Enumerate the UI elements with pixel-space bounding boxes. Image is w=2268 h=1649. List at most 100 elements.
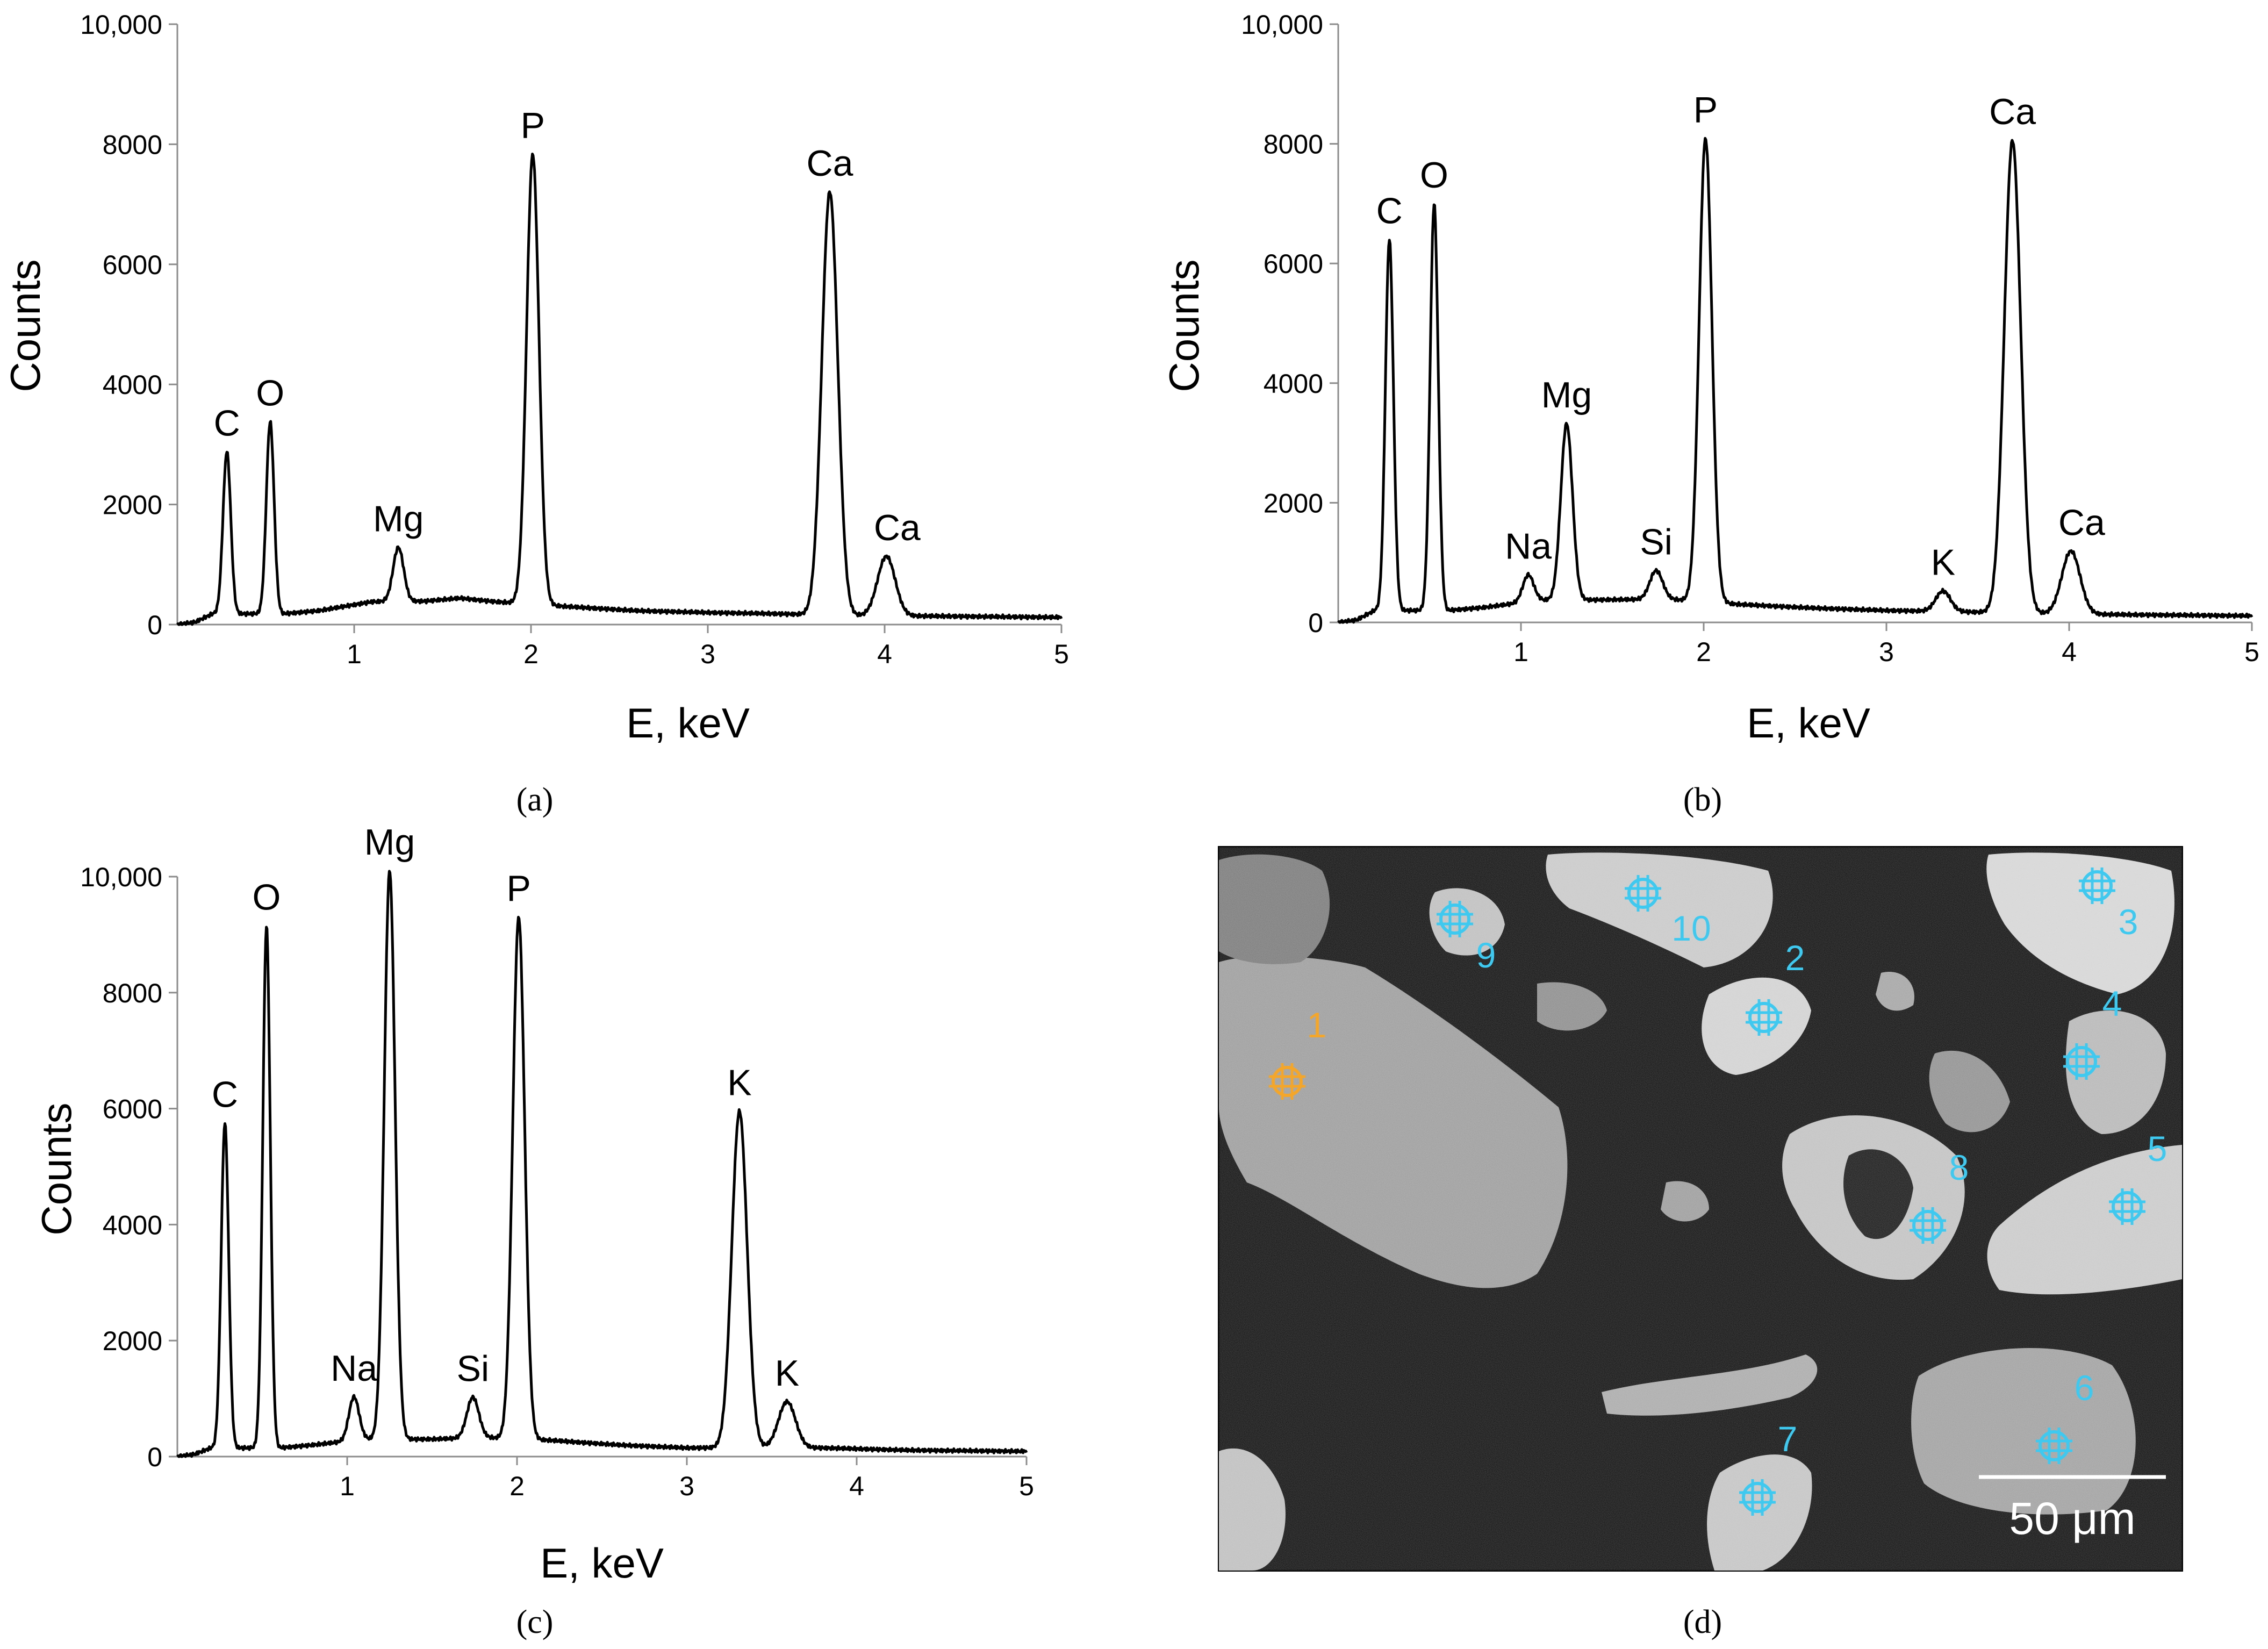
marker-circle <box>2112 1191 2143 1222</box>
analysis-point-6: 6 <box>2036 1368 2094 1464</box>
panel-c-spectrum-line <box>176 870 1028 1458</box>
peak-label-k: K <box>1931 542 1955 583</box>
peak-label-ca: Ca <box>807 143 853 184</box>
marker-circle <box>1439 904 1470 935</box>
panel-b-caption: (b) <box>1683 782 1722 818</box>
y-tick-label: 0 <box>1308 608 1323 638</box>
panel-b-x-axis-label: E, keV <box>1747 699 1870 747</box>
panel-c-y-axis-label: Counts <box>33 1102 80 1235</box>
peak-label-c: C <box>212 1074 238 1115</box>
peak-label-o: O <box>256 372 284 413</box>
panel-a-spectrum-line <box>176 153 1063 626</box>
sem-micrograph-panel: 1 2 3 4 5 6 7 8 9 10 50 μm (d) <box>1218 846 2183 1640</box>
peak-label-mg: Mg <box>364 822 415 863</box>
point-label: 5 <box>2148 1129 2167 1168</box>
peak-label-o: O <box>1420 155 1448 196</box>
analysis-point-1: 1 <box>1269 1005 1326 1100</box>
y-tick-label: 2000 <box>103 490 162 520</box>
x-tick-label: 1 <box>340 1471 355 1501</box>
y-tick-label: 4000 <box>103 1210 162 1240</box>
peak-label-k: K <box>775 1353 799 1394</box>
analysis-point-8: 8 <box>1910 1148 1969 1244</box>
analysis-point-3: 3 <box>2079 867 2138 942</box>
spectrum-panel-c: 0 2000 4000 6000 8000 10,000 1 2 3 4 5 C O Na Mg Si P K K… <box>33 822 1034 1640</box>
peak-label-c: C <box>214 403 240 443</box>
y-tick-label: 6000 <box>103 250 162 280</box>
y-tick-label: 10,000 <box>80 10 162 40</box>
panel-c-ticks: 0 2000 4000 6000 8000 10,000 1 2 3 4 5 <box>80 862 1034 1501</box>
panel-b-spectrum-line <box>1337 137 2253 624</box>
point-label: 7 <box>1778 1419 1798 1459</box>
y-tick-label: 8000 <box>1264 130 1323 160</box>
panel-b-ticks: 0 2000 4000 6000 8000 10,000 1 2 3 4 5 <box>1241 10 2259 667</box>
analysis-points: 1 2 3 4 5 6 7 8 9 10 <box>1269 867 2167 1516</box>
peak-label-si: Si <box>1640 521 1672 562</box>
peak-label-k: K <box>727 1062 751 1103</box>
scale-bar-label: 50 μm <box>2009 1493 2135 1544</box>
marker-circle <box>2082 870 2113 901</box>
y-tick-label: 2000 <box>1264 488 1323 518</box>
y-tick-label: 6000 <box>1264 249 1323 279</box>
peak-label-mg: Mg <box>373 498 424 539</box>
point-label: 2 <box>1785 938 1805 978</box>
peak-label-p: P <box>1693 89 1718 130</box>
peak-label-mg: Mg <box>1541 375 1592 415</box>
analysis-point-10: 10 <box>1625 875 1711 948</box>
panel-b-y-axis-label: Counts <box>1160 259 1208 392</box>
x-tick-label: 5 <box>1019 1471 1034 1501</box>
x-tick-label: 4 <box>849 1471 864 1501</box>
analysis-point-9: 9 <box>1437 901 1496 975</box>
peak-label-ca: Ca <box>874 507 921 548</box>
y-tick-label: 4000 <box>103 370 162 400</box>
peak-label-p: P <box>506 868 530 909</box>
y-tick-label: 10,000 <box>1241 10 1323 40</box>
marker-circle <box>2066 1046 2097 1077</box>
analysis-point-4: 4 <box>2063 984 2122 1080</box>
y-tick-label: 0 <box>147 610 162 640</box>
x-tick-label: 5 <box>1054 639 1069 669</box>
y-tick-label: 6000 <box>103 1094 162 1124</box>
y-tick-label: 0 <box>147 1442 162 1472</box>
peak-label-ca: Ca <box>2058 502 2105 543</box>
y-tick-label: 8000 <box>103 978 162 1008</box>
y-tick-label: 10,000 <box>80 862 162 892</box>
analysis-point-2: 2 <box>1746 938 1805 1036</box>
x-tick-label: 3 <box>1879 637 1894 667</box>
peak-label-o: O <box>252 877 281 918</box>
x-tick-label: 2 <box>523 639 539 669</box>
x-tick-label: 3 <box>679 1471 694 1501</box>
y-tick-label: 4000 <box>1264 369 1323 399</box>
point-label: 6 <box>2075 1368 2094 1408</box>
point-label: 8 <box>1949 1148 1969 1187</box>
x-tick-label: 4 <box>877 639 892 669</box>
panel-a-ticks: 0 2000 4000 6000 8000 10,000 1 2 3 4 5 <box>80 10 1069 669</box>
panel-b-peak-labels: CO Na Mg Si P K Ca Ca <box>1376 89 2105 583</box>
peak-label-c: C <box>1376 191 1403 232</box>
marker-circle <box>1272 1066 1303 1097</box>
peak-label-p: P <box>521 105 545 146</box>
point-label: 9 <box>1476 935 1496 975</box>
peak-label-na: Na <box>1505 526 1552 567</box>
peak-label-si: Si <box>457 1349 489 1389</box>
micrograph-particles <box>1219 847 2182 1571</box>
x-tick-label: 2 <box>509 1471 525 1501</box>
x-tick-label: 3 <box>700 639 715 669</box>
y-tick-label: 8000 <box>103 130 162 160</box>
x-tick-label: 1 <box>1513 637 1528 667</box>
marker-circle <box>1627 878 1659 909</box>
panel-d-caption: (d) <box>1683 1604 1722 1640</box>
panel-a-peak-labels: CO Mg P Ca Ca <box>214 105 921 548</box>
analysis-point-7: 7 <box>1739 1419 1797 1516</box>
point-label: 4 <box>2102 984 2122 1023</box>
spectrum-panel-a: 0 2000 4000 6000 8000 10,000 1 2 3 4 5 CO Mg P Ca Ca E… <box>2 10 1069 818</box>
x-tick-label: 4 <box>2062 637 2077 667</box>
x-tick-label: 2 <box>1696 637 1711 667</box>
panel-c-peak-labels: C O Na Mg Si P K K <box>212 822 799 1394</box>
micrograph-noise <box>1219 847 2182 1571</box>
marker-circle <box>1748 1002 1779 1033</box>
panel-c-x-axis-label: E, keV <box>540 1539 664 1587</box>
point-label: 1 <box>1307 1005 1327 1045</box>
y-tick-label: 2000 <box>103 1326 162 1356</box>
